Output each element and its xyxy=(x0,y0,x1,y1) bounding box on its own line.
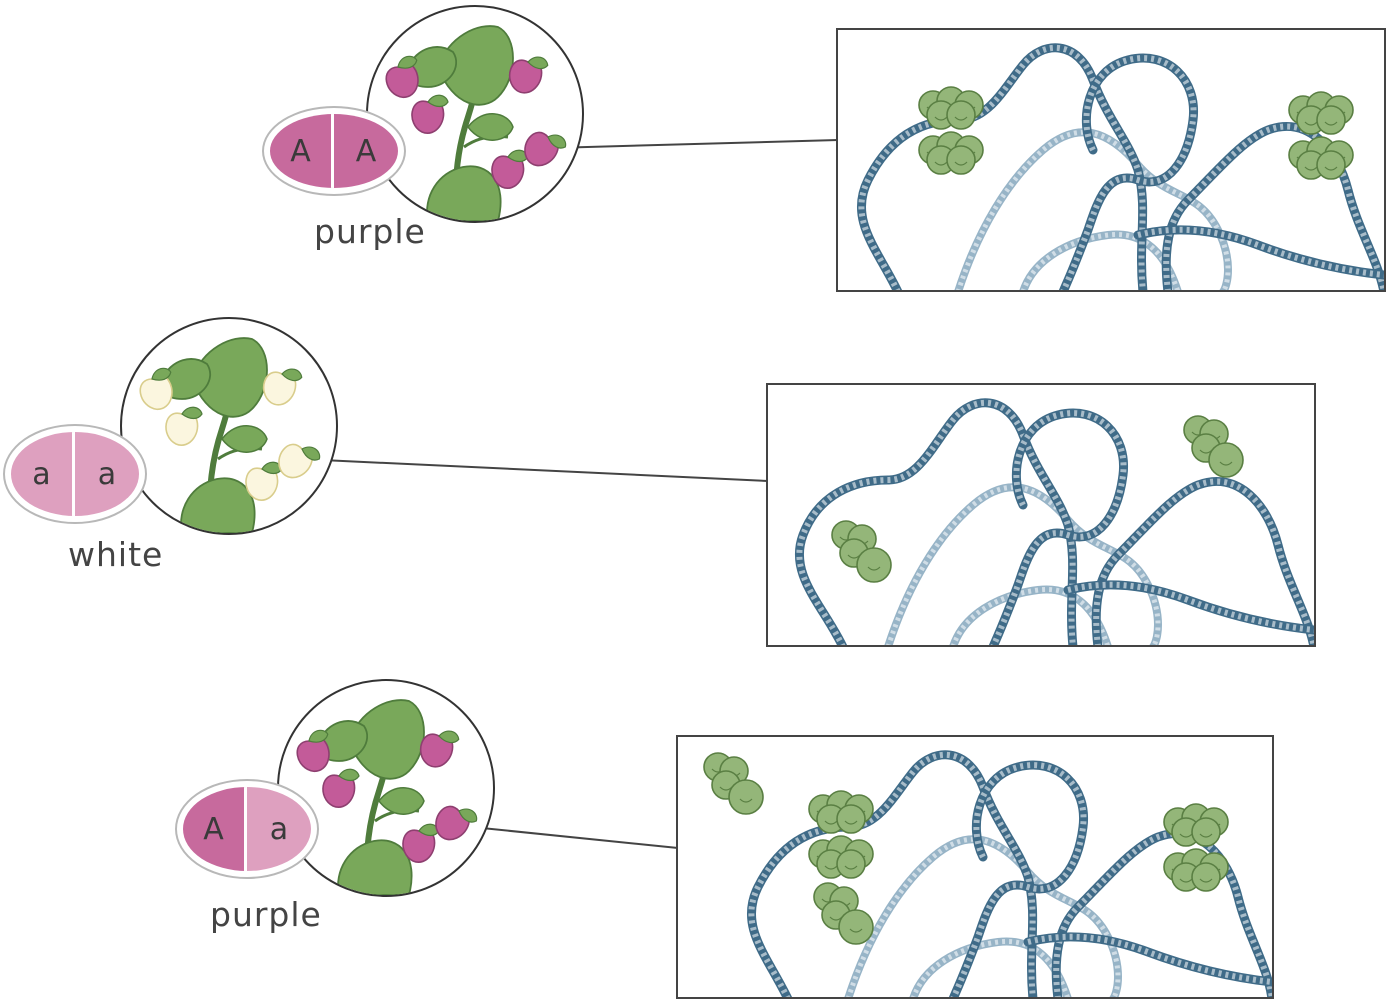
white-flower-plant-icon xyxy=(139,337,321,533)
allele-dominant: A xyxy=(183,787,247,871)
free-protein-icon xyxy=(831,520,892,583)
allele-label: a xyxy=(97,456,117,492)
dna-strand xyxy=(794,398,1314,645)
nucleosome-icon xyxy=(1163,848,1229,892)
free-protein-icon xyxy=(703,752,764,815)
genotype-cell: a a xyxy=(3,424,147,524)
genotype-cell: A A xyxy=(262,106,406,196)
nucleosome-icon xyxy=(918,131,984,175)
allele-label: A xyxy=(290,133,311,169)
allele-label: a xyxy=(269,811,289,847)
plant-circle xyxy=(277,679,495,897)
plant-circle xyxy=(120,317,338,535)
allele-recessive: a xyxy=(11,432,75,516)
allele-recessive: a xyxy=(247,787,311,871)
allele-dominant: A xyxy=(334,114,398,188)
nucleosome-icon xyxy=(808,790,874,834)
nucleosome-icon xyxy=(1163,803,1229,847)
dna-strand xyxy=(746,750,1272,997)
chromatin-diagram xyxy=(794,398,1314,645)
genotype-cell: A a xyxy=(175,779,319,879)
purple-flower-plant-icon xyxy=(385,25,567,221)
free-protein-icon xyxy=(813,882,874,945)
chromatin-diagram xyxy=(703,750,1272,997)
nucleosome-icon xyxy=(918,86,984,130)
nucleosome-icon xyxy=(808,835,874,879)
allele-label: A xyxy=(203,811,224,847)
purple-flower-plant-icon xyxy=(296,699,478,895)
allele-label: A xyxy=(355,133,377,169)
nucleosome-icon xyxy=(1288,136,1354,180)
chromatin-panel xyxy=(766,383,1316,647)
connector-line-2 xyxy=(321,459,769,482)
phenotype-label: purple xyxy=(314,212,426,251)
nucleosome-icon xyxy=(1288,91,1354,135)
phenotype-label: purple xyxy=(210,895,322,934)
connector-line-1 xyxy=(551,139,839,149)
chromatin-diagram xyxy=(856,43,1384,290)
dna-strand xyxy=(856,43,1384,290)
free-protein-icon xyxy=(1183,415,1244,478)
plant-circle xyxy=(366,5,584,223)
allele-label: a xyxy=(32,456,51,492)
chromatin-panel xyxy=(836,28,1386,292)
connector-line-3 xyxy=(461,825,679,849)
phenotype-label: white xyxy=(68,535,164,574)
chromatin-panel xyxy=(676,735,1274,999)
allele-recessive: a xyxy=(75,432,139,516)
allele-dominant: A xyxy=(270,114,334,188)
